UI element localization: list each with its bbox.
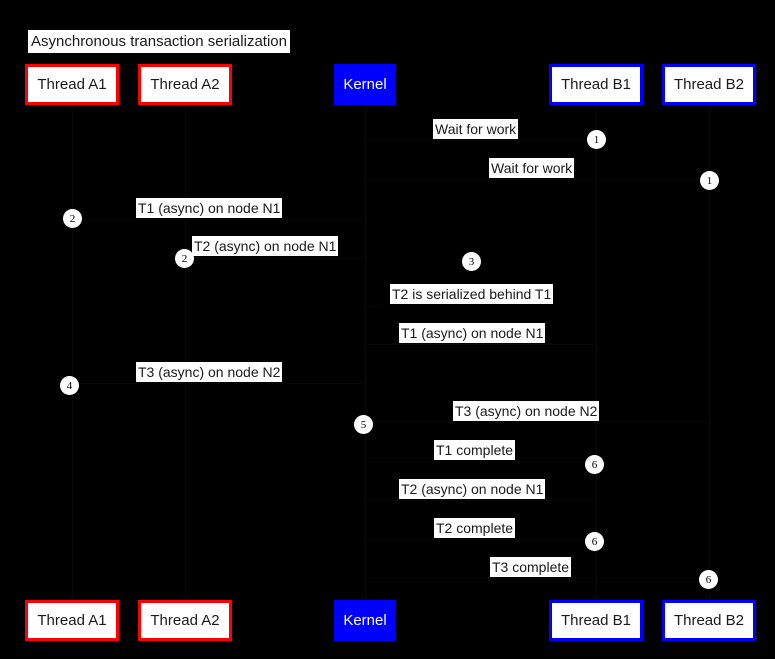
step-badge-6-8: 6 [585,455,604,474]
lifeline-notch-thread-a2 [182,105,189,109]
lifeline-notch-bottom-thread-a1 [69,596,76,600]
lifeline-notch-kernel [362,105,369,109]
message-arrow-9 [365,461,596,462]
header-participant-thread-a1[interactable]: Thread A1 [25,64,119,105]
message-arrow-1 [365,140,596,141]
message-arrow-6 [365,344,596,345]
step-badge-4-6: 4 [60,376,79,395]
message-arrow-12 [365,578,709,579]
message-arrow-7 [72,383,365,384]
lifeline-notch-bottom-thread-b1 [593,596,600,600]
message-label-1: Wait for work [433,119,519,139]
lifeline-notch-bottom-thread-a2 [182,596,189,600]
footer-participant-thread-b2[interactable]: Thread B2 [662,600,756,641]
step-badge-5-7: 5 [354,415,373,434]
lifeline-notch-thread-b1 [593,105,600,109]
step-badge-1-2: 1 [700,171,719,190]
message-label-4: T2 (async) on node N1 [192,236,339,256]
footer-participant-thread-a2[interactable]: Thread A2 [138,600,232,641]
message-arrow-4 [185,257,365,258]
message-label-7: T3 (async) on node N2 [136,362,283,382]
message-arrow-3 [72,219,365,220]
message-label-10: T2 (async) on node N1 [399,479,546,499]
lifeline-thread-b2 [709,105,710,600]
message-arrow-11 [365,539,596,540]
footer-participant-thread-a1[interactable]: Thread A1 [25,600,119,641]
step-badge-2-4: 2 [175,249,194,268]
footer-participant-kernel[interactable]: Kernel [334,600,396,641]
header-participant-thread-b2[interactable]: Thread B2 [662,64,756,105]
lifeline-thread-a2 [185,105,186,600]
message-arrow-2 [365,179,709,180]
message-arrow-5 [365,305,381,306]
lifeline-kernel [365,105,366,600]
header-participant-thread-b1[interactable]: Thread B1 [549,64,643,105]
message-label-11: T2 complete [434,518,516,538]
message-label-9: T1 complete [434,440,516,460]
message-label-12: T3 complete [490,557,572,577]
footer-participant-thread-b1[interactable]: Thread B1 [549,600,643,641]
message-label-5: T2 is serialized behind T1 [390,284,554,304]
header-participant-kernel[interactable]: Kernel [334,64,396,105]
lifeline-thread-a1 [72,105,73,600]
message-label-3: T1 (async) on node N1 [136,198,283,218]
step-badge-2-3: 2 [63,209,82,228]
message-arrow-8 [365,422,709,423]
message-label-8: T3 (async) on node N2 [453,401,600,421]
step-badge-6-10: 6 [699,570,718,589]
lifeline-notch-bottom-kernel [362,596,369,600]
header-participant-thread-a2[interactable]: Thread A2 [138,64,232,105]
lifeline-notch-thread-b2 [706,105,713,109]
step-badge-1-1: 1 [587,130,606,149]
lifeline-thread-b1 [596,105,597,600]
lifeline-notch-bottom-thread-b2 [706,596,713,600]
message-label-2: Wait for work [489,158,575,178]
diagram-title: Asynchronous transaction serialization [28,30,290,53]
message-arrow-10 [365,500,596,501]
message-label-6: T1 (async) on node N1 [399,323,546,343]
step-badge-3-5: 3 [462,252,481,271]
lifeline-notch-thread-a1 [69,105,76,109]
step-badge-6-9: 6 [585,532,604,551]
